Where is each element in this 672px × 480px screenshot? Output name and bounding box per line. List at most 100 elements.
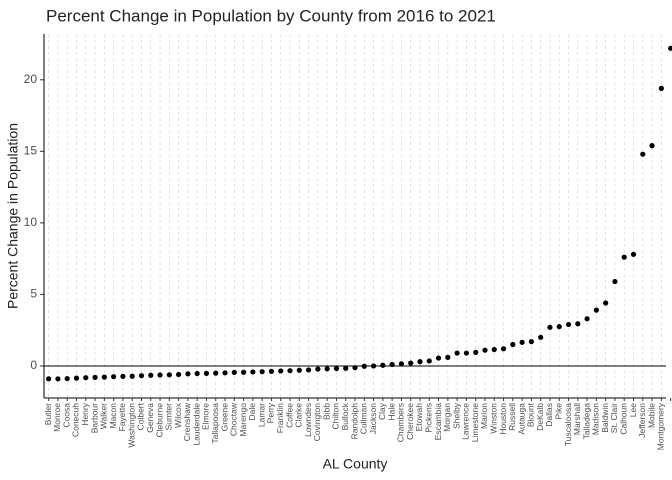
x-tick-label: Calhoun: [618, 403, 628, 435]
x-tick-label: Morgan: [442, 403, 452, 432]
x-tick-label: Montgomery: [656, 402, 666, 450]
point: [565, 321, 572, 328]
x-tick-label: Clay: [377, 402, 387, 420]
point: [46, 376, 52, 382]
x-tick-label: Jefferson: [637, 403, 647, 438]
y-tick-label: 15: [24, 143, 38, 157]
point: [138, 373, 145, 379]
x-tick-label: Monroe: [52, 403, 62, 432]
x-tick-label: DeKalb: [535, 403, 545, 431]
point: [101, 374, 107, 380]
x-tick-label: Houston: [498, 403, 508, 435]
point: [148, 372, 154, 378]
point: [668, 45, 672, 51]
x-tick-label: Macon: [108, 403, 118, 429]
point: [278, 368, 284, 374]
x-tick-label: Lauderdale: [191, 403, 201, 446]
x-tick-label: Dallas: [544, 403, 554, 427]
point: [621, 254, 627, 260]
point: [333, 365, 340, 372]
chart-title: Percent Change in Population by County f…: [46, 6, 496, 25]
x-tick-label: Greene: [219, 403, 229, 432]
x-tick-label: Dale: [247, 403, 257, 421]
point: [120, 373, 126, 379]
point: [538, 334, 544, 340]
y-tick-label: 5: [30, 287, 37, 301]
x-tick-label: Cullman: [359, 403, 369, 434]
x-tick-label: Etowah: [414, 403, 424, 432]
x-tick-label: Lawrence: [461, 403, 471, 440]
x-tick-label: Choctaw: [229, 402, 239, 436]
x-tick-label: Escambia: [433, 403, 443, 441]
x-tick-label: Lee: [628, 403, 638, 417]
x-tick-label: Butler: [43, 403, 53, 425]
x-tick-label: Marion: [479, 403, 489, 429]
point: [287, 368, 293, 374]
x-tick-label: Lowndes: [303, 403, 313, 437]
x-tick-label: Cherokee: [405, 403, 415, 440]
point: [463, 350, 470, 356]
point: [500, 346, 507, 352]
point: [296, 367, 302, 373]
point: [417, 359, 423, 365]
point: [519, 339, 525, 345]
x-tick-label: Mobile: [646, 403, 656, 428]
point: [491, 346, 497, 353]
x-tick-label: Russell: [507, 403, 517, 431]
x-tick-label: Franklin: [275, 403, 285, 434]
x-tick-label: Marengo: [238, 403, 248, 437]
point: [166, 372, 172, 378]
point: [231, 369, 237, 375]
x-tick-label: Bibb: [321, 403, 331, 420]
point: [176, 371, 182, 378]
x-tick-label: Covington: [312, 403, 322, 442]
point: [649, 143, 655, 149]
x-tick-label: Fayette: [117, 403, 127, 432]
point: [213, 370, 219, 376]
x-tick-label: Wilcox: [173, 402, 183, 428]
point: [92, 374, 98, 380]
point: [352, 365, 358, 371]
x-tick-label: Madison: [591, 403, 601, 435]
x-tick-label: Pickens: [424, 403, 434, 433]
point: [445, 354, 451, 360]
point: [343, 365, 349, 371]
x-axis-title: AL County: [323, 456, 388, 472]
x-tick-label: Lamar: [256, 403, 266, 427]
point: [575, 321, 581, 327]
point: [268, 368, 275, 374]
point: [73, 375, 80, 381]
y-tick-label: 10: [24, 215, 38, 229]
x-tick-label: Bullock: [340, 402, 350, 430]
x-tick-label: Crenshaw: [182, 402, 192, 441]
x-tick-label: Baldwin: [600, 403, 610, 433]
point: [612, 278, 618, 285]
point: [55, 376, 61, 382]
x-tick-label: Hale: [386, 403, 396, 421]
point: [324, 366, 330, 372]
point: [370, 363, 377, 369]
point: [203, 370, 210, 376]
x-tick-label: Autauga: [516, 403, 526, 435]
x-tick-label: Shelby: [451, 402, 461, 429]
x-tick-label: Washington: [126, 403, 136, 448]
x-tick-label: Winston: [489, 403, 499, 434]
x-tick-label: Cleburne: [154, 403, 164, 438]
point: [547, 324, 553, 330]
point: [361, 363, 367, 369]
x-tick-label: Chambers: [396, 403, 406, 442]
point: [194, 370, 200, 377]
x-tick-label: Coosa: [61, 403, 71, 428]
point: [658, 85, 664, 91]
x-tick-label: Barbour: [89, 403, 99, 433]
point: [157, 372, 163, 378]
y-tick-label: 20: [24, 72, 38, 86]
point: [315, 366, 321, 372]
point: [259, 369, 265, 375]
x-tick-label: Talladega: [581, 403, 591, 440]
x-tick-label: Randolph: [349, 403, 359, 440]
point: [603, 300, 609, 306]
x-tick-label: Tuscaloosa: [563, 403, 573, 446]
